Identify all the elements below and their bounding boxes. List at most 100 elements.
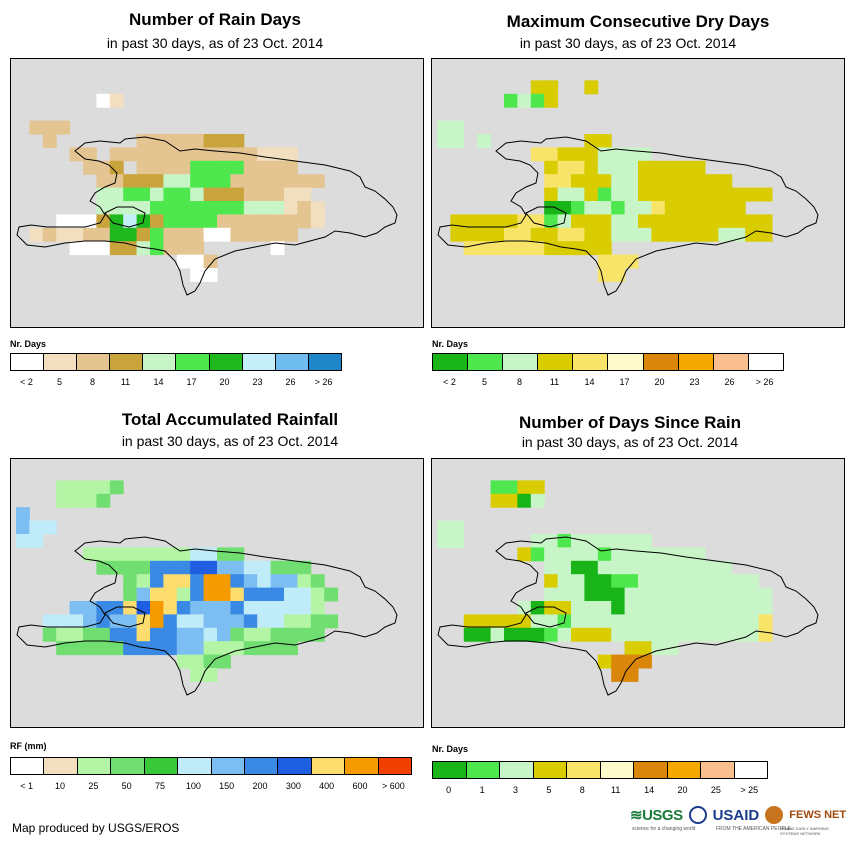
grid-cell — [584, 627, 599, 642]
grid-cell — [150, 174, 164, 189]
grid-cell — [490, 480, 505, 495]
legend-label: 14 — [584, 377, 595, 387]
grid-cell — [123, 214, 138, 229]
grid-cell — [557, 160, 572, 175]
grid-cell — [150, 160, 164, 175]
grid-cell — [190, 574, 205, 589]
grid-cell — [190, 668, 205, 682]
panel-title-days-since: Number of Days Since Rain — [518, 413, 741, 432]
grid-cell — [437, 534, 451, 548]
grid-cell — [624, 201, 639, 215]
grid-cell — [257, 160, 272, 175]
grid-cell — [297, 614, 312, 629]
grid-cell — [123, 187, 138, 202]
grid-cell — [190, 147, 205, 162]
grid-cell — [109, 93, 124, 108]
grid-cell — [624, 560, 639, 575]
grid-cell — [123, 241, 138, 256]
grid-cell — [611, 174, 626, 189]
grid-cell — [544, 534, 559, 548]
grid-cell — [597, 627, 612, 642]
grid-cell — [270, 201, 285, 215]
grid-cell — [176, 174, 191, 189]
grid-cell — [136, 241, 151, 256]
legend-label: 23 — [252, 377, 263, 387]
grid-cell — [517, 627, 532, 642]
grid-cell — [651, 614, 666, 629]
legend-swatch — [211, 758, 245, 774]
grid-cell — [678, 601, 693, 615]
grid-cell — [176, 241, 191, 256]
grid-cell — [691, 201, 706, 215]
grid-cell — [530, 80, 545, 95]
grid-cell — [450, 227, 465, 242]
grid-cell — [310, 614, 325, 629]
grid-cell — [544, 80, 559, 95]
grid-cell — [731, 601, 746, 615]
grid-cell — [69, 493, 84, 508]
grid-cell — [203, 560, 218, 575]
grid-cell — [163, 641, 178, 656]
grid-cell — [83, 147, 97, 162]
legend-swatch — [567, 762, 601, 778]
grid-cell — [83, 214, 97, 229]
grid-cell — [597, 268, 612, 282]
legend-swatch — [176, 354, 210, 370]
grid-cell — [544, 547, 559, 562]
grid-cell — [624, 547, 639, 562]
grid-cell — [678, 627, 693, 642]
grid-cell — [230, 134, 245, 148]
grid-cell — [477, 627, 492, 642]
legend-label: 26 — [724, 377, 735, 387]
grid-cell — [42, 120, 57, 135]
grid-cell — [624, 174, 639, 189]
grid-cell — [123, 560, 138, 575]
grid-cell — [624, 534, 639, 548]
legend-label: 600 — [352, 781, 368, 791]
grid-cell — [163, 134, 178, 148]
map-dry-days — [431, 58, 845, 328]
grid-cell — [718, 587, 733, 602]
grid-cell — [176, 641, 191, 656]
grid-cell — [284, 214, 298, 229]
grid-cell — [190, 174, 205, 189]
grid-cell — [217, 227, 231, 242]
grid-cell — [718, 614, 733, 629]
grid-cell — [284, 574, 298, 589]
grid-cell — [705, 601, 719, 615]
grid-cell — [230, 547, 245, 562]
grid-cell — [297, 201, 312, 215]
grid-cell — [584, 134, 599, 148]
grid-cell — [437, 520, 451, 535]
grid-cell — [270, 560, 285, 575]
grid-cell — [284, 227, 298, 242]
grid-cell — [530, 534, 545, 548]
grid-cell — [243, 214, 258, 229]
grid-cell — [557, 241, 572, 256]
grid-cell — [297, 601, 312, 615]
grid-cell — [597, 601, 612, 615]
grid-cell — [109, 627, 124, 642]
grid-cell — [731, 227, 746, 242]
grid-cell — [490, 214, 505, 229]
legend-title-rain-days: Nr. Days — [10, 339, 47, 349]
grid-cell — [597, 201, 612, 215]
legend-title-rainfall: RF (mm) — [10, 741, 47, 751]
grid-cell — [638, 601, 652, 615]
grid-cell — [150, 601, 164, 615]
grid-cell — [718, 214, 733, 229]
grid-cell — [664, 560, 679, 575]
grid-cell — [203, 174, 218, 189]
legend-bar-days-since — [432, 761, 768, 779]
legend-swatch — [278, 758, 312, 774]
grid-cell — [150, 214, 164, 229]
grid-cell — [96, 641, 111, 656]
grid-cell — [624, 254, 639, 269]
grid-cell — [270, 241, 285, 256]
grid-cell — [217, 147, 231, 162]
grid-cell — [638, 654, 652, 669]
grid-cell — [163, 187, 178, 202]
grid-cell — [203, 160, 218, 175]
grid-cell — [257, 174, 272, 189]
grid-cell — [56, 480, 71, 495]
